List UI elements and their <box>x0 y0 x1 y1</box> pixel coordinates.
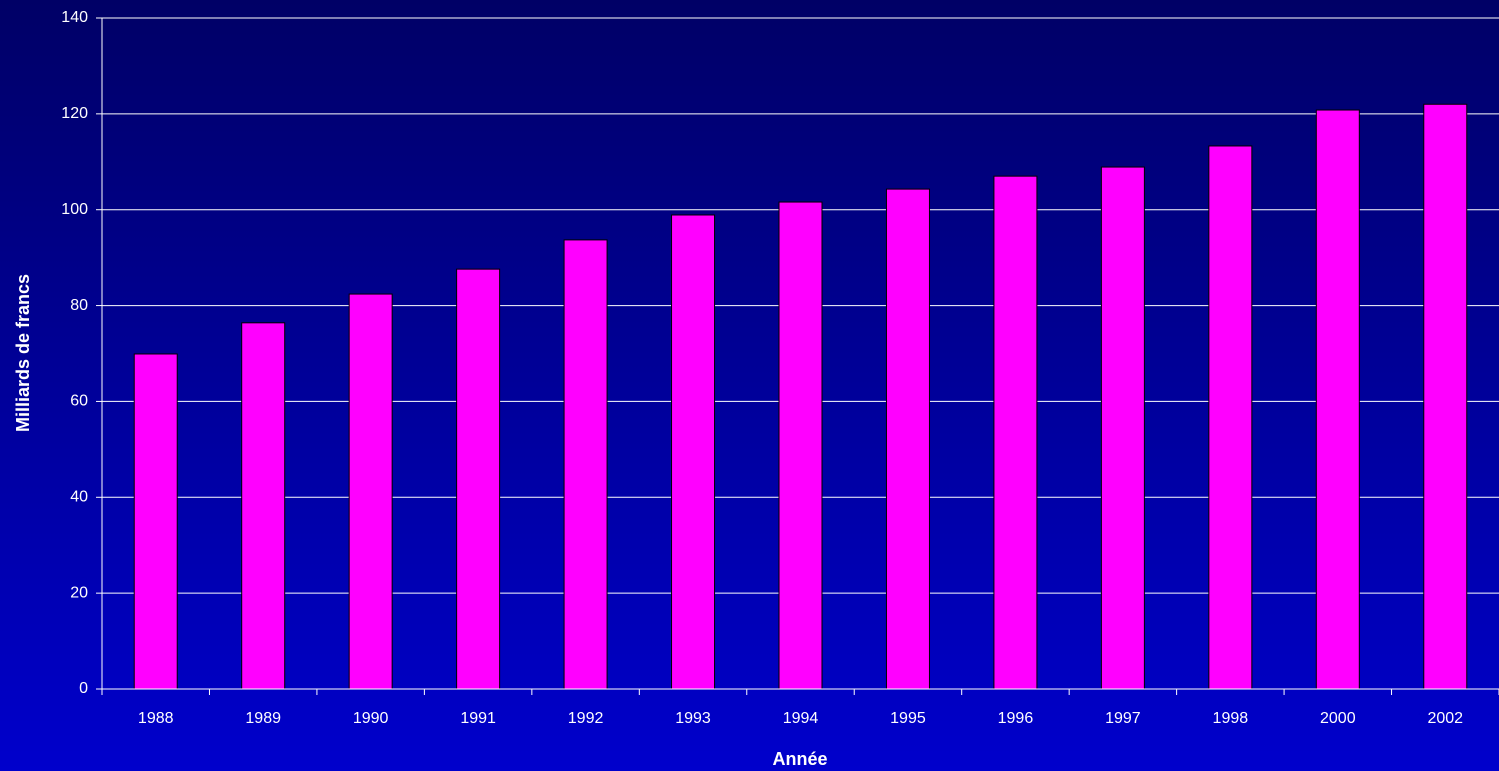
x-tick-label: 2000 <box>1320 710 1356 727</box>
x-tick-label: 1988 <box>138 710 174 727</box>
y-tick-label: 80 <box>70 297 88 314</box>
bar <box>885 188 930 690</box>
bar <box>563 239 608 690</box>
y-tick-label: 140 <box>61 9 88 26</box>
x-tick-label: 1991 <box>460 710 496 727</box>
y-tick-label: 60 <box>70 393 88 410</box>
bar <box>1100 166 1145 690</box>
x-tick-label: 1995 <box>890 710 926 727</box>
x-tick-label: 1992 <box>568 710 604 727</box>
x-tick-label: 1998 <box>1213 710 1249 727</box>
x-tick-label: 1993 <box>675 710 711 727</box>
bar <box>993 175 1038 690</box>
x-tick-label: 2002 <box>1427 710 1463 727</box>
bar <box>1423 103 1468 690</box>
y-tick-label: 20 <box>70 584 88 601</box>
y-tick-label: 40 <box>70 489 88 506</box>
x-tick-label: 1994 <box>783 710 819 727</box>
x-tick-label: 1997 <box>1105 710 1141 727</box>
bar <box>1208 145 1253 690</box>
bar <box>348 293 393 690</box>
bar <box>133 353 178 690</box>
bar <box>671 214 716 690</box>
bar <box>456 268 501 690</box>
y-tick-label: 0 <box>79 680 88 697</box>
x-tick-label: 1996 <box>998 710 1034 727</box>
x-tick-label: 1989 <box>245 710 281 727</box>
x-tick-label: 1990 <box>353 710 389 727</box>
bar <box>778 201 823 690</box>
bar <box>1315 109 1360 690</box>
y-tick-label: 100 <box>61 201 88 218</box>
y-tick-label: 120 <box>61 105 88 122</box>
x-axis-label: Année <box>772 749 827 769</box>
y-axis-label: Milliards de francs <box>13 274 33 432</box>
bar <box>241 322 286 690</box>
